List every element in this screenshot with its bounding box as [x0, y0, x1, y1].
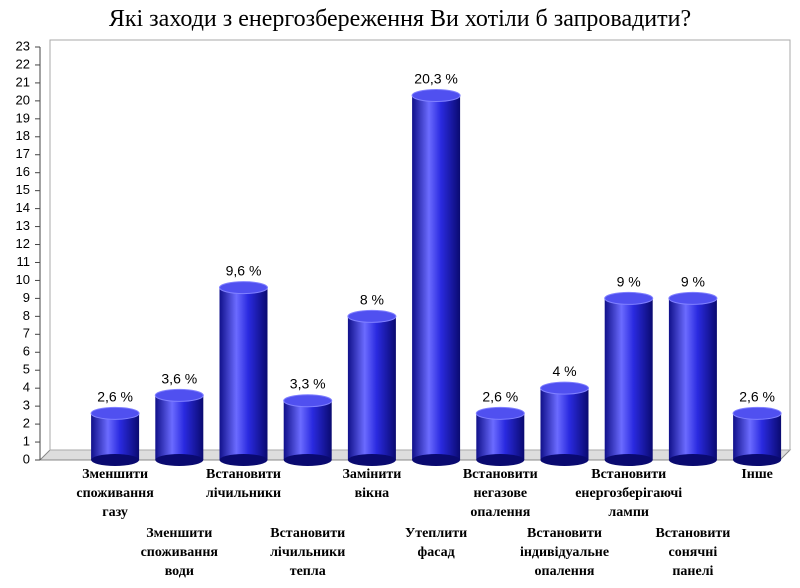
bar [219, 287, 268, 460]
y-tick-label: 7 [23, 326, 30, 341]
y-tick-label: 6 [23, 344, 30, 359]
y-tick-label: 8 [23, 308, 30, 323]
y-tick-label: 23 [16, 38, 30, 53]
x-tick-label: Встановити сонячні панелі [655, 526, 730, 579]
bar-bottom [733, 454, 782, 466]
bar-bottom [219, 454, 268, 466]
y-tick-label: 16 [16, 164, 30, 179]
bar-top [732, 406, 782, 420]
x-tick-label: Встановити енергозберігаючі лампи [575, 467, 682, 520]
bar [347, 316, 396, 460]
value-label: 3,3 % [290, 376, 326, 392]
y-tick-label: 14 [16, 200, 30, 215]
x-tick-label: Утеплити фасад [405, 526, 467, 560]
bar [412, 95, 461, 460]
value-label: 20,3 % [414, 70, 458, 86]
y-tick-label: 13 [16, 218, 30, 233]
value-label: 8 % [360, 291, 384, 307]
y-tick-label: 22 [16, 56, 30, 71]
bar-bottom [540, 454, 589, 466]
bar-bottom [412, 454, 461, 466]
y-tick-label: 0 [23, 451, 30, 466]
x-tick-label: Зменшити споживання води [141, 526, 219, 579]
chart-title: Які заходи з енергозбереження Ви хотіли … [109, 6, 691, 32]
bar-top [283, 394, 333, 408]
bar-bottom [604, 454, 653, 466]
bar [540, 388, 589, 460]
x-tick-label: Зменшити споживання газу [76, 467, 154, 520]
y-tick-label: 4 [23, 380, 30, 395]
bar-bottom [347, 454, 396, 466]
bar-top [219, 281, 268, 295]
bar-bottom [476, 454, 525, 466]
x-tick-label: Встановити негазове опалення [463, 467, 538, 520]
bar [668, 298, 717, 460]
value-label: 4 % [552, 363, 576, 379]
y-tick-label: 1 [23, 433, 30, 448]
y-tick-label: 20 [16, 92, 30, 107]
x-tick-label: Інше [741, 467, 773, 482]
bar [91, 413, 140, 460]
bar [155, 395, 204, 460]
value-label: 3,6 % [161, 370, 197, 386]
value-label: 2,6 % [739, 388, 775, 404]
bar-top [154, 388, 204, 402]
x-tick-label: Встановити лічильники тепла [270, 526, 345, 579]
bar-top [347, 309, 397, 323]
y-tick-label: 11 [17, 254, 31, 269]
value-label: 2,6 % [97, 388, 133, 404]
y-tick-label: 5 [23, 362, 30, 377]
bar-top [668, 291, 718, 305]
x-tick-label: Встановити індивідуальне опалення [520, 526, 609, 579]
value-label: 9 % [617, 273, 641, 289]
value-label: 9,6 % [226, 263, 262, 279]
bar-top [540, 381, 589, 395]
bar [476, 413, 525, 460]
y-tick-label: 18 [16, 128, 30, 143]
y-tick-label: 21 [16, 74, 30, 89]
bar-bottom [155, 454, 204, 466]
y-tick-label: 10 [16, 272, 30, 287]
bar-top [411, 88, 461, 102]
bar-bottom [668, 454, 717, 466]
y-tick-label: 12 [16, 236, 30, 251]
bar-bottom [91, 454, 140, 466]
bar-top [90, 406, 140, 420]
bar [733, 413, 782, 460]
bar [604, 298, 653, 460]
bar-top [475, 406, 525, 420]
y-tick-label: 9 [23, 290, 30, 305]
x-tick-label: Замінити вікна [342, 467, 401, 501]
x-tick-label: Встановити лічильники [206, 467, 281, 501]
y-tick-label: 2 [23, 416, 30, 431]
y-tick-label: 3 [23, 398, 30, 413]
y-tick-label: 17 [16, 146, 30, 161]
value-label: 9 % [681, 273, 705, 289]
y-tick-label: 15 [16, 182, 30, 197]
bar-top [604, 291, 654, 305]
bar-bottom [283, 454, 332, 466]
bar [283, 400, 332, 460]
y-tick-label: 19 [16, 110, 30, 125]
value-label: 2,6 % [482, 388, 518, 404]
